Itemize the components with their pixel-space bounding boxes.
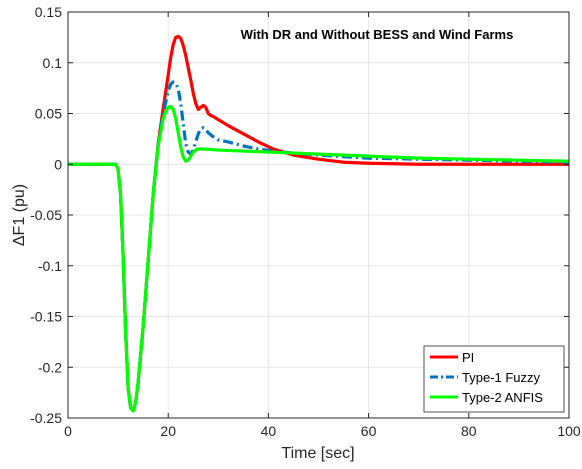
- x-tick-label: 40: [261, 423, 277, 439]
- y-tick-label: -0.25: [30, 410, 62, 426]
- y-tick-label: -0.05: [30, 207, 62, 223]
- y-axis-label: ΔF1 (pu): [11, 184, 28, 246]
- legend-label-type1-fuzzy: Type-1 Fuzzy: [462, 370, 541, 385]
- x-tick-label: 0: [64, 423, 72, 439]
- x-tick-label: 60: [361, 423, 377, 439]
- y-tick-label: 0.1: [43, 55, 63, 71]
- y-tick-label: -0.15: [30, 309, 62, 325]
- tick-layer: 0 20 40 60 80 100 -0.25 -0.2 -0.15 -0.1 -0.05 0 0.05…: [30, 4, 581, 439]
- series-layer: [68, 34, 570, 413]
- y-tick-label: 0.15: [35, 4, 62, 20]
- chart-annotation: With DR and Without BESS and Wind Farms: [241, 27, 514, 42]
- x-tick-label: 20: [160, 423, 176, 439]
- y-tick-label: 0.05: [35, 106, 62, 122]
- legend-label-pi: PI: [462, 350, 474, 365]
- y-tick-label: -0.2: [38, 359, 62, 375]
- x-tick-label: 100: [557, 423, 581, 439]
- y-tick-label: -0.1: [38, 258, 62, 274]
- legend-label-type2-anfis: Type-2 ANFIS: [462, 390, 543, 405]
- x-axis-label: Time [sec]: [281, 445, 354, 462]
- legend: PI Type-1 Fuzzy Type-2 ANFIS: [423, 345, 565, 413]
- series-line-type-2-anfis: [68, 104, 570, 413]
- y-tick-label: 0: [54, 156, 62, 172]
- x-tick-label: 80: [461, 423, 477, 439]
